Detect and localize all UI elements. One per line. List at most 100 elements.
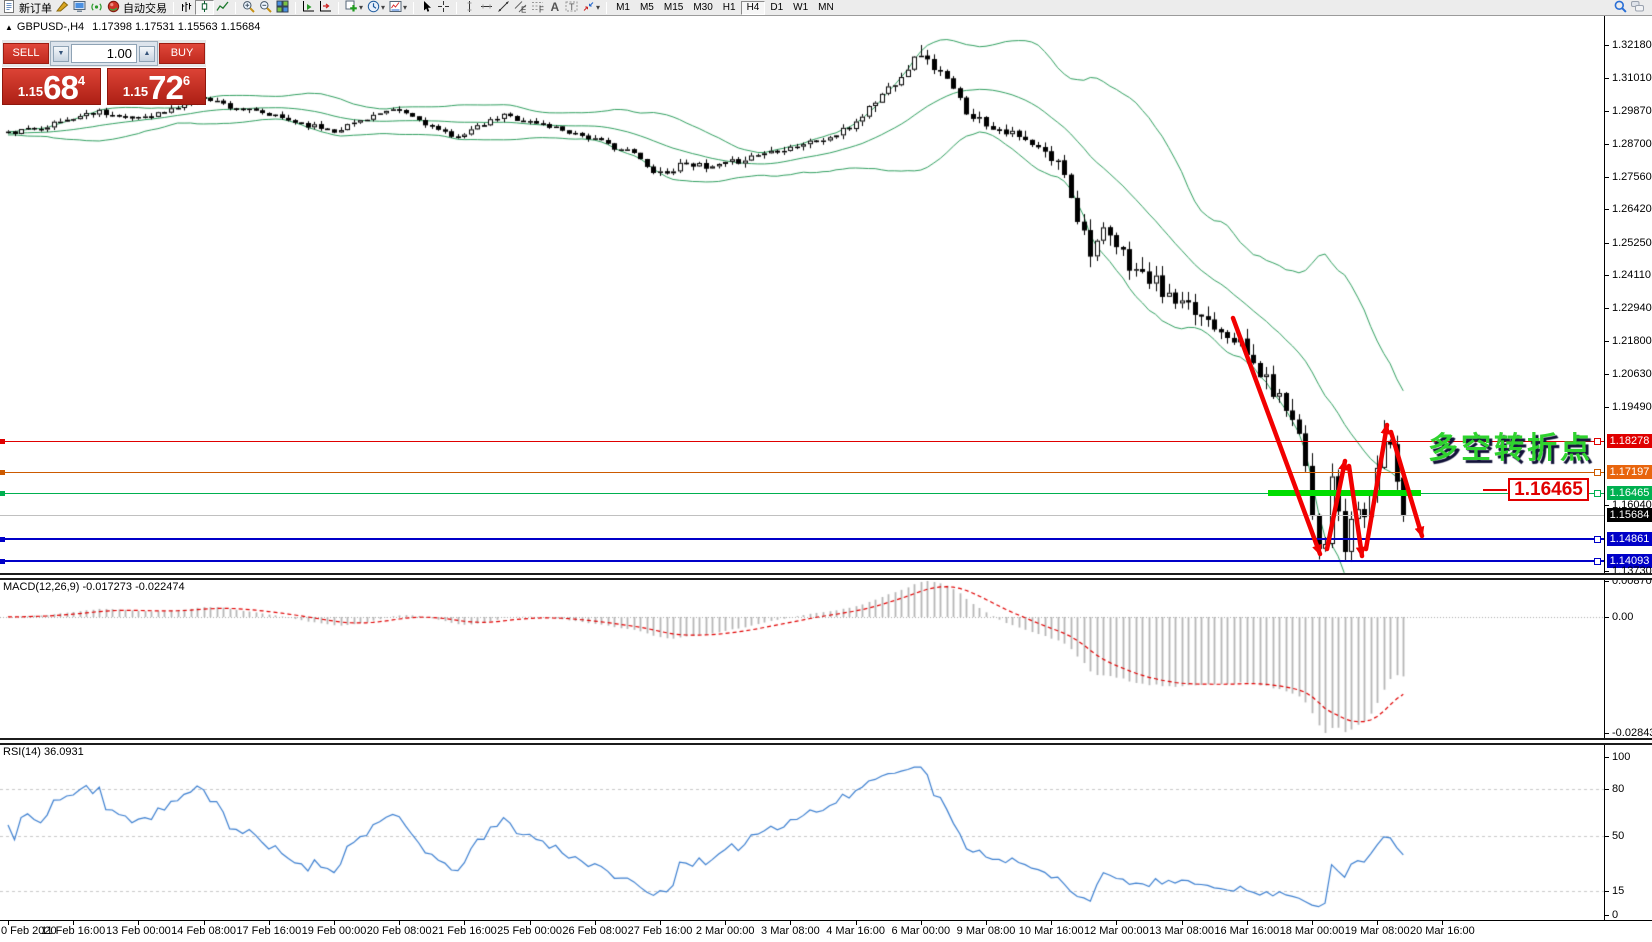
time-axis-label: 19 Feb 00:00 bbox=[301, 925, 367, 937]
line-left-handle[interactable] bbox=[0, 559, 5, 564]
horizontal-level-1.16465[interactable] bbox=[0, 493, 1604, 494]
trendline-icon[interactable] bbox=[495, 0, 512, 15]
price-tick-label: 1.22940 bbox=[1612, 302, 1652, 314]
timeframe-m30[interactable]: M30 bbox=[693, 1, 713, 13]
autotrading-button[interactable]: 自动交易 bbox=[105, 0, 169, 15]
text-icon[interactable]: A bbox=[546, 0, 563, 15]
line-left-handle[interactable] bbox=[0, 537, 5, 542]
time-tick bbox=[1247, 921, 1248, 925]
crosshair-icon[interactable] bbox=[435, 0, 452, 15]
buy-button[interactable]: BUY bbox=[159, 43, 205, 64]
new-order-button[interactable]: 新订单 bbox=[1, 0, 54, 15]
tile-windows-icon[interactable] bbox=[274, 0, 291, 15]
timeframe-w1[interactable]: W1 bbox=[793, 1, 809, 13]
line-right-handle[interactable] bbox=[1594, 438, 1601, 445]
chevron-down-icon[interactable]: ▾ bbox=[381, 3, 386, 12]
time-axis-label: 10 Mar 16:00 bbox=[1018, 925, 1084, 937]
text-icon: A bbox=[548, 0, 561, 16]
time-axis-label: 17 Feb 16:00 bbox=[236, 925, 302, 937]
macd-tick-label: 0.00 bbox=[1612, 611, 1634, 623]
timeframe-m1[interactable]: M1 bbox=[616, 1, 630, 13]
horizontal-level-1.14861[interactable] bbox=[0, 538, 1604, 540]
time-tick bbox=[8, 921, 9, 925]
chevron-down-icon[interactable]: ▾ bbox=[359, 3, 364, 12]
svg-text:E: E bbox=[521, 5, 526, 13]
signals-icon[interactable] bbox=[88, 0, 105, 15]
buy-price-display[interactable]: 1.15 72 6 bbox=[107, 68, 206, 105]
sell-price-display[interactable]: 1.15 68 4 bbox=[2, 68, 101, 105]
cursor-icon[interactable] bbox=[418, 0, 435, 15]
chart-text-annotation[interactable]: 多空转折点 bbox=[1428, 432, 1593, 465]
collapse-triangle-icon[interactable]: ▲ bbox=[5, 22, 13, 32]
time-axis-label: 20 Feb 08:00 bbox=[366, 925, 432, 937]
chart-shift-icon bbox=[319, 0, 332, 16]
time-axis-label: 27 Feb 16:00 bbox=[627, 925, 693, 937]
rsi-tick-label: 0 bbox=[1612, 909, 1619, 921]
time-tick bbox=[1377, 921, 1378, 925]
bar-chart-icon[interactable] bbox=[178, 0, 195, 15]
profiles-icon[interactable] bbox=[71, 0, 88, 15]
buy-price-small: 1.15 bbox=[122, 84, 149, 99]
fibonacci-icon: F bbox=[531, 0, 544, 16]
timeframe-m15[interactable]: M15 bbox=[663, 1, 684, 13]
symbol-header[interactable]: ▲ GBPUSD-,H4 1.17398 1.17531 1.15563 1.1… bbox=[5, 21, 260, 33]
rsi-tick bbox=[1604, 836, 1609, 837]
time-axis-label: 18 Mar 00:00 bbox=[1279, 925, 1345, 937]
pane-separator-2[interactable] bbox=[0, 738, 1652, 745]
line-chart-icon[interactable] bbox=[214, 0, 231, 15]
timeframe-h4[interactable]: H4 bbox=[740, 0, 766, 15]
chat-icon[interactable] bbox=[1629, 0, 1646, 15]
line-right-handle[interactable] bbox=[1594, 469, 1601, 476]
timeframe-mn[interactable]: MN bbox=[818, 1, 834, 13]
horizontal-level-1.14093[interactable] bbox=[0, 560, 1604, 562]
price-tick-label: 1.28700 bbox=[1612, 138, 1652, 150]
line-right-handle[interactable] bbox=[1594, 490, 1601, 497]
volume-increase-button[interactable]: ▲ bbox=[139, 45, 155, 62]
candlestick-chart-icon[interactable] bbox=[195, 0, 214, 15]
equidistant-channel-icon[interactable]: E bbox=[512, 0, 529, 15]
volume-decrease-button[interactable]: ▼ bbox=[53, 45, 69, 62]
zoom-out-icon[interactable] bbox=[257, 0, 274, 15]
price-callout-box[interactable]: 1.16465 bbox=[1508, 478, 1589, 501]
chevron-down-icon[interactable]: ▾ bbox=[596, 3, 601, 12]
time-tick bbox=[269, 921, 270, 925]
zoom-in-icon[interactable] bbox=[240, 0, 257, 15]
horizontal-level-1.18278[interactable] bbox=[0, 441, 1604, 442]
line-left-handle[interactable] bbox=[0, 470, 5, 475]
rsi-tick-label: 100 bbox=[1612, 751, 1631, 763]
line-right-handle[interactable] bbox=[1594, 558, 1601, 565]
text-label-icon[interactable]: T bbox=[563, 0, 580, 15]
pane-separator-1[interactable] bbox=[0, 573, 1652, 580]
chart-shift-icon[interactable] bbox=[317, 0, 334, 15]
timeframe-h1[interactable]: H1 bbox=[722, 1, 736, 13]
search-icon[interactable] bbox=[1612, 0, 1629, 15]
auto-scroll-icon[interactable] bbox=[300, 0, 317, 15]
new-chart-icon[interactable] bbox=[54, 0, 71, 15]
chevron-down-icon[interactable]: ▾ bbox=[403, 3, 408, 12]
volume-input[interactable]: 1.00 bbox=[71, 44, 137, 63]
indicators-icon[interactable]: ▾ bbox=[343, 0, 365, 15]
horizontal-level-1.17197[interactable] bbox=[0, 472, 1604, 473]
trade-panel-top-row: SELL ▼ 1.00 ▲ BUY bbox=[2, 40, 206, 67]
timeframe-m5[interactable]: M5 bbox=[639, 1, 654, 13]
time-tick bbox=[204, 921, 205, 925]
price-tick-label: 1.27560 bbox=[1612, 171, 1652, 183]
timeframe-d1[interactable]: D1 bbox=[770, 1, 784, 13]
horizontal-line-icon[interactable] bbox=[478, 0, 495, 15]
price-tick-label: 1.16040 bbox=[1612, 499, 1652, 511]
line-right-handle[interactable] bbox=[1594, 536, 1601, 543]
vertical-line-icon[interactable] bbox=[461, 0, 478, 15]
arrows-icon[interactable]: ▾ bbox=[580, 0, 602, 15]
price-tick-label: 1.20630 bbox=[1612, 368, 1652, 380]
line-left-handle[interactable] bbox=[0, 491, 5, 496]
templates-icon[interactable]: ▾ bbox=[387, 0, 409, 15]
line-left-handle[interactable] bbox=[0, 439, 5, 444]
time-axis-label: 19 Mar 08:00 bbox=[1344, 925, 1410, 937]
toolbar-separator bbox=[235, 1, 236, 14]
candlestick-chart-icon bbox=[198, 0, 211, 16]
sell-button[interactable]: SELL bbox=[3, 43, 49, 64]
periods-icon[interactable]: ▾ bbox=[365, 0, 387, 15]
fibonacci-icon[interactable]: F bbox=[529, 0, 546, 15]
support-zone-bar[interactable] bbox=[1268, 490, 1421, 496]
